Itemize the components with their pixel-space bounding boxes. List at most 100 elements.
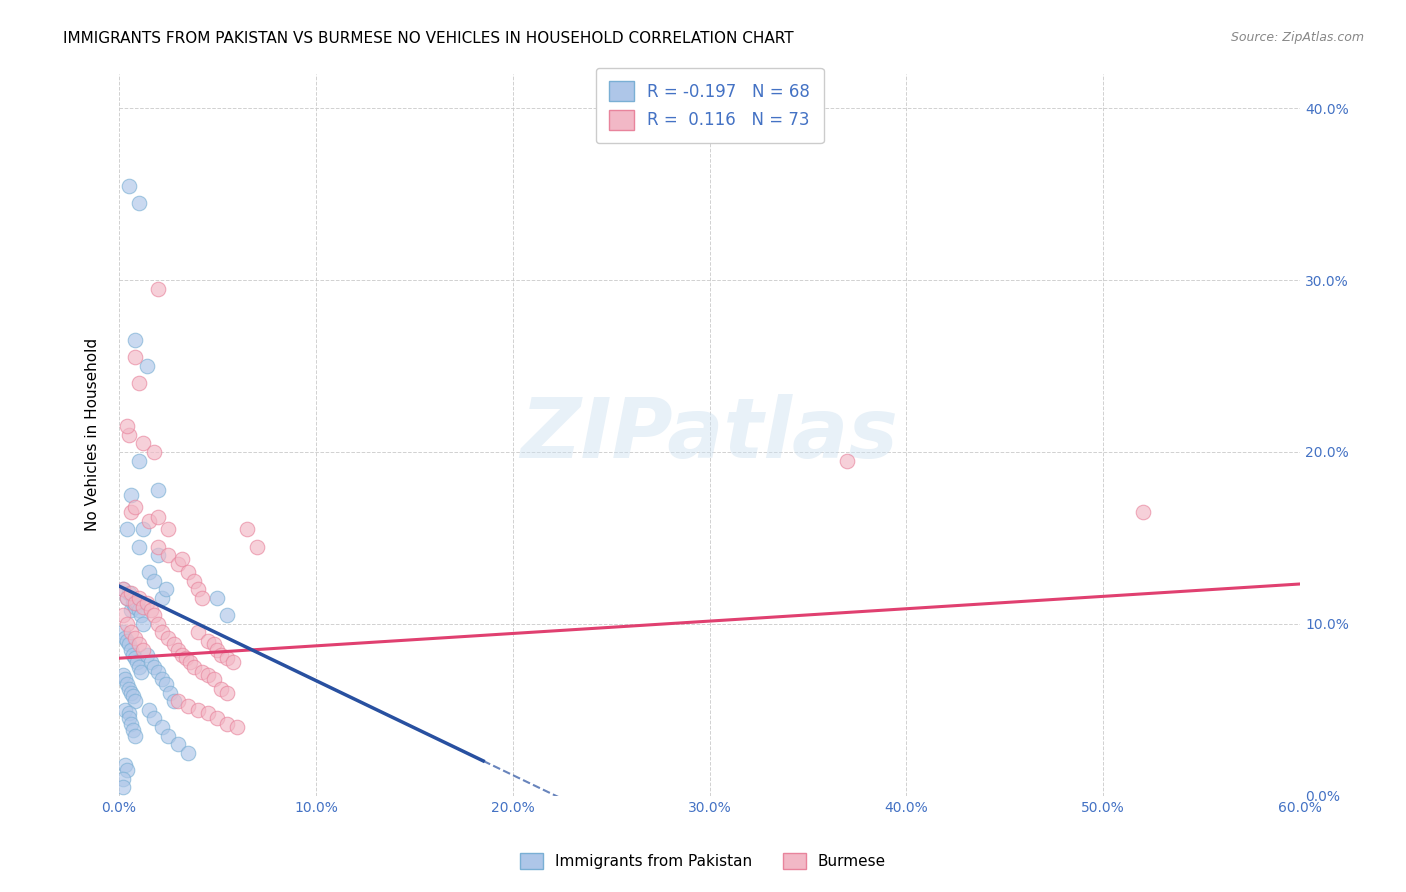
Point: [187, 703, 209, 717]
Point: [115, 419, 138, 434]
Point: [157, 522, 180, 536]
Point: [148, 665, 170, 679]
Point: [118, 706, 141, 721]
Point: [131, 522, 153, 536]
Point: [202, 672, 225, 686]
Point: [157, 548, 180, 562]
Point: [128, 453, 150, 467]
Point: [217, 651, 239, 665]
Point: [120, 716, 142, 731]
Point: [111, 668, 134, 682]
Point: [143, 711, 166, 725]
Point: [128, 660, 150, 674]
Point: [222, 655, 245, 669]
Point: [124, 694, 146, 708]
Point: [143, 574, 166, 588]
Point: [148, 510, 170, 524]
Point: [174, 651, 197, 665]
Point: [167, 737, 190, 751]
Point: [120, 488, 142, 502]
Point: [148, 616, 170, 631]
Point: [190, 665, 212, 679]
Point: [167, 694, 190, 708]
Point: [114, 703, 136, 717]
Point: [236, 522, 259, 536]
Point: [207, 591, 229, 605]
Point: [128, 195, 150, 210]
Point: [167, 557, 190, 571]
Point: [121, 648, 143, 662]
Point: [129, 665, 152, 679]
Point: [118, 178, 141, 193]
Point: [114, 672, 136, 686]
Point: [207, 642, 229, 657]
Point: [124, 729, 146, 743]
Point: [131, 642, 153, 657]
Point: [120, 625, 142, 640]
Point: [124, 599, 146, 614]
Point: [177, 746, 200, 760]
Point: [155, 677, 177, 691]
Point: [118, 427, 141, 442]
Point: [125, 655, 148, 669]
Point: [135, 648, 157, 662]
Point: [138, 514, 160, 528]
Point: [121, 596, 143, 610]
Point: [170, 551, 193, 566]
Point: [837, 453, 859, 467]
Point: [128, 603, 150, 617]
Point: [115, 677, 138, 691]
Point: [143, 660, 166, 674]
Point: [115, 763, 138, 777]
Point: [115, 591, 138, 605]
Point: [246, 540, 269, 554]
Point: [217, 685, 239, 699]
Point: [150, 625, 173, 640]
Point: [226, 720, 249, 734]
Point: [217, 716, 239, 731]
Point: [183, 660, 205, 674]
Point: [202, 637, 225, 651]
Point: [124, 631, 146, 645]
Text: Source: ZipAtlas.com: Source: ZipAtlas.com: [1230, 31, 1364, 45]
Point: [124, 596, 146, 610]
Point: [128, 376, 150, 391]
Point: [167, 642, 190, 657]
Point: [128, 591, 150, 605]
Point: [197, 668, 219, 682]
Point: [217, 608, 239, 623]
Point: [135, 359, 157, 373]
Point: [138, 703, 160, 717]
Point: [190, 591, 212, 605]
Text: IMMIGRANTS FROM PAKISTAN VS BURMESE NO VEHICLES IN HOUSEHOLD CORRELATION CHART: IMMIGRANTS FROM PAKISTAN VS BURMESE NO V…: [63, 31, 794, 46]
Point: [124, 351, 146, 365]
Point: [177, 699, 200, 714]
Point: [159, 685, 181, 699]
Point: [148, 548, 170, 562]
Point: [183, 574, 205, 588]
Point: [163, 637, 186, 651]
Point: [209, 648, 232, 662]
Point: [111, 582, 134, 597]
Y-axis label: No Vehicles in Household: No Vehicles in Household: [86, 338, 100, 532]
Point: [150, 591, 173, 605]
Point: [115, 591, 138, 605]
Point: [138, 566, 160, 580]
Point: [131, 436, 153, 450]
Point: [129, 608, 152, 623]
Point: [157, 729, 180, 743]
Point: [207, 711, 229, 725]
Point: [118, 637, 141, 651]
Point: [128, 637, 150, 651]
Point: [148, 282, 170, 296]
Point: [120, 603, 142, 617]
Point: [124, 651, 146, 665]
Point: [197, 706, 219, 721]
Point: [128, 540, 150, 554]
Point: [150, 672, 173, 686]
Point: [111, 582, 134, 597]
Point: [120, 586, 142, 600]
Point: [114, 757, 136, 772]
Point: [115, 634, 138, 648]
Point: [121, 723, 143, 738]
